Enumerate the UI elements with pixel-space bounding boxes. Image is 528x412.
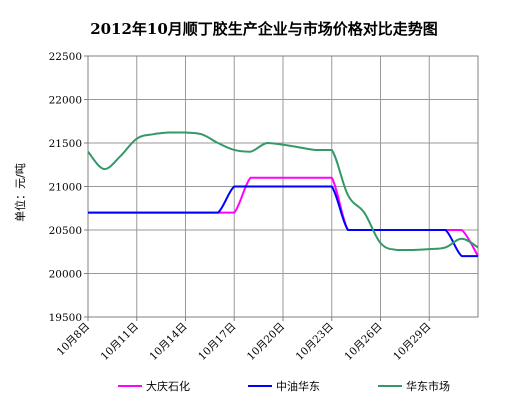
x-axis: 10月8日 10月11日 10月14日 10月17日 10月20日 10月23日 10月26… (55, 317, 433, 363)
y-tick-label: 22000 (49, 95, 82, 107)
legend: 大庆石化 中油华东 华东市场 (118, 379, 450, 393)
series-huadong-line (87, 131, 479, 252)
legend-item-huadong: 华东市场 (378, 379, 450, 393)
series-layer (87, 131, 479, 258)
y-tick-label: 20000 (49, 269, 82, 281)
x-tick-label: 10月14日 (147, 321, 189, 363)
y-tick-label: 22500 (49, 51, 82, 63)
x-tick-label: 10月17日 (196, 321, 238, 363)
x-tick-label: 10月11日 (99, 321, 141, 363)
y-tick-label: 21500 (49, 138, 82, 150)
y-tick-label: 19500 (49, 312, 82, 324)
legend-label: 大庆石化 (146, 379, 190, 393)
x-tick-label: 10月23日 (294, 321, 336, 363)
legend-label: 中油华东 (276, 379, 320, 393)
legend-label: 华东市场 (406, 379, 450, 393)
chart-title: 2012年10月顺丁胶生产企业与市场价格对比走势图 (90, 20, 438, 38)
x-tick-label: 10月20日 (245, 321, 287, 363)
x-tick-label: 10月26日 (342, 321, 384, 363)
y-tick-label: 20500 (49, 225, 82, 237)
x-tick-label: 10月8日 (55, 321, 93, 359)
y-tick-label: 21000 (49, 182, 82, 194)
legend-item-zhongyou: 中油华东 (248, 379, 320, 393)
series-zhongyou-line (87, 185, 478, 258)
x-tick-label: 10月29日 (391, 321, 433, 363)
legend-item-daqing: 大庆石化 (118, 379, 190, 393)
y-axis: 19500 20000 20500 21000 21500 22000 22500 (49, 51, 88, 324)
y-axis-label: 单位：元/吨 (13, 163, 27, 222)
